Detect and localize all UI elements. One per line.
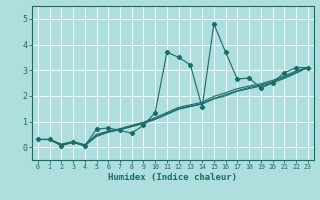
X-axis label: Humidex (Indice chaleur): Humidex (Indice chaleur) bbox=[108, 173, 237, 182]
